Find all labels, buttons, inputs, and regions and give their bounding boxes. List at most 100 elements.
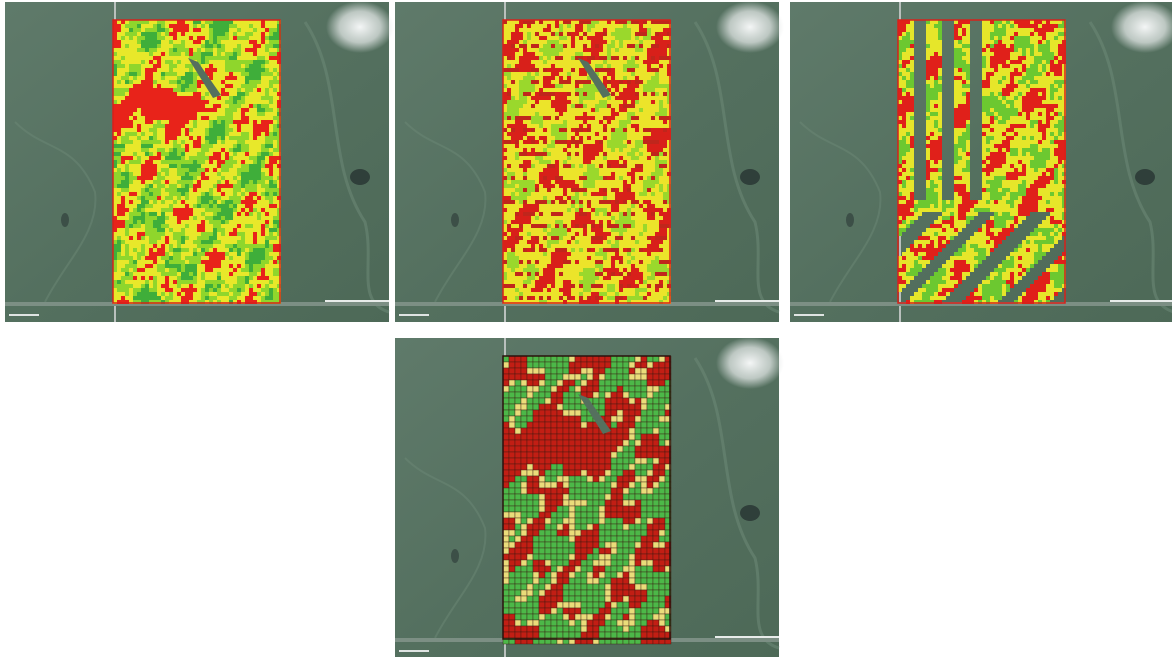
yield-cell (579, 52, 583, 56)
yield-cell (273, 160, 277, 164)
yield-cell (619, 84, 623, 88)
yield-cell (603, 204, 607, 208)
yield-cell (237, 168, 241, 172)
yield-cell (587, 128, 591, 132)
yield-cell (253, 212, 257, 216)
yield-cell (531, 84, 535, 88)
yield-cell (667, 40, 671, 44)
yield-cell (137, 216, 141, 220)
yield-cell (245, 280, 249, 284)
yield-cell (535, 200, 539, 204)
yield-cell (519, 56, 523, 60)
yield-cell (603, 72, 607, 76)
yield-cell (571, 136, 575, 140)
yield-cell (221, 244, 225, 248)
yield-cell (205, 292, 209, 296)
yield-cell (169, 280, 173, 284)
yield-cell (153, 288, 157, 292)
yield-cell (539, 76, 543, 80)
yield-cell (269, 204, 273, 208)
yield-cell (153, 240, 157, 244)
yield-cell (245, 20, 249, 24)
yield-cell (551, 144, 555, 148)
yield-cell (515, 56, 519, 60)
yield-cell (257, 208, 261, 212)
yield-cell (631, 28, 635, 32)
yield-cell (149, 56, 153, 60)
yield-cell (607, 84, 611, 88)
yield-cell (153, 156, 157, 160)
yield-cell (575, 156, 579, 160)
yield-cell (627, 120, 631, 124)
yield-cell (241, 148, 245, 152)
yield-cell (233, 88, 237, 92)
yield-cell (161, 284, 165, 288)
yield-cell (169, 144, 173, 148)
yield-cell (531, 144, 535, 148)
yield-cell (623, 116, 627, 120)
yield-cell (261, 136, 265, 140)
yield-cell (539, 136, 543, 140)
yield-cell (619, 156, 623, 160)
yield-cell (631, 184, 635, 188)
yield-cell (547, 164, 551, 168)
yield-cell (217, 252, 221, 256)
yield-cell (141, 216, 145, 220)
yield-cell (253, 108, 257, 112)
yield-cell (149, 264, 153, 268)
yield-cell (261, 160, 265, 164)
yield-cell (639, 180, 643, 184)
yield-cell (205, 120, 209, 124)
yield-cell (157, 152, 161, 156)
yield-cell (225, 272, 229, 276)
yield-cell (173, 112, 177, 116)
yield-cell (201, 152, 205, 156)
yield-cell (253, 96, 257, 100)
yield-cell (141, 124, 145, 128)
yield-cell (563, 80, 567, 84)
yield-cell (153, 296, 157, 300)
yield-cell (265, 256, 269, 260)
yield-cell (125, 48, 129, 52)
yield-cell (559, 204, 563, 208)
yield-cell (225, 204, 229, 208)
yield-cell (265, 24, 269, 28)
yield-cell (277, 164, 281, 168)
yield-cell (611, 28, 615, 32)
yield-cell (555, 36, 559, 40)
yield-cell (141, 240, 145, 244)
yield-cell (269, 296, 273, 300)
yield-cell (217, 280, 221, 284)
yield-cell (277, 200, 281, 204)
yield-cell (519, 32, 523, 36)
yield-cell (647, 176, 651, 180)
yield-cell (121, 240, 125, 244)
yield-cell (161, 108, 165, 112)
yield-cell (265, 196, 269, 200)
yield-cell (269, 160, 273, 164)
yield-cell (277, 236, 281, 240)
yield-cell (129, 56, 133, 60)
yield-cell (523, 40, 527, 44)
yield-cell (209, 172, 213, 176)
road (715, 300, 779, 302)
yield-cell (519, 64, 523, 68)
yield-cell (539, 44, 543, 48)
yield-cell (631, 140, 635, 144)
yield-cell (555, 72, 559, 76)
yield-cell (663, 152, 667, 156)
yield-cell (571, 68, 575, 72)
yield-cell (249, 156, 253, 160)
yield-cell (165, 32, 169, 36)
yield-cell (149, 116, 153, 120)
yield-cell (261, 148, 265, 152)
yield-cell (201, 280, 205, 284)
yield-cell (583, 36, 587, 40)
yield-cell (667, 56, 671, 60)
yield-cell (213, 144, 217, 148)
yield-cell (603, 76, 607, 80)
yield-cell (619, 128, 623, 132)
yield-cell (269, 148, 273, 152)
yield-cell (515, 188, 519, 192)
yield-cell (519, 72, 523, 76)
